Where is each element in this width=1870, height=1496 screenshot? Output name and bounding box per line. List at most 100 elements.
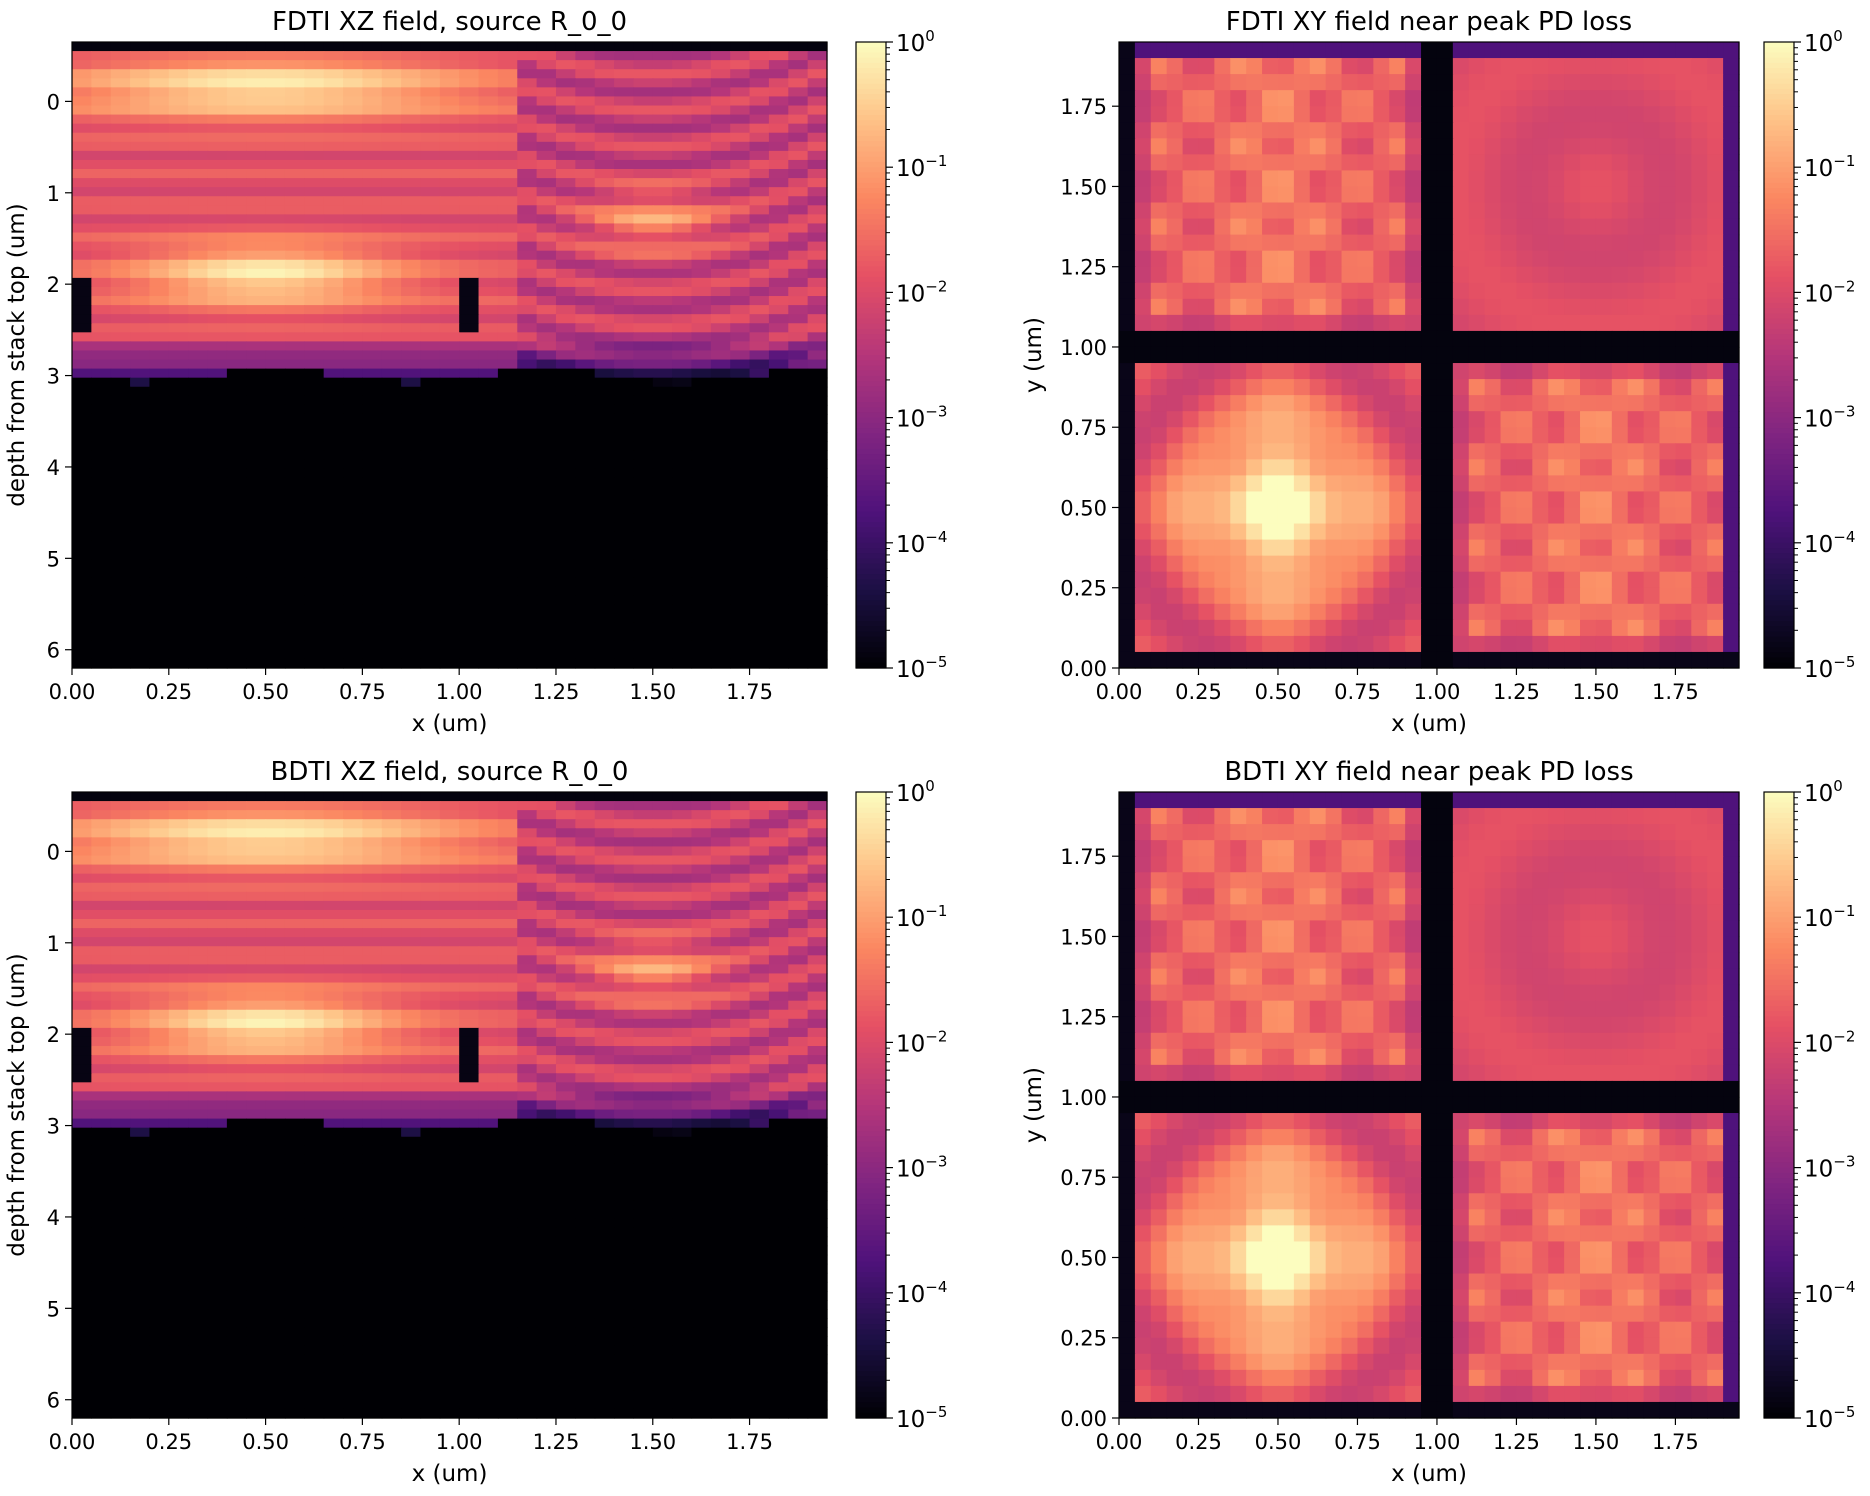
heatmap-cell <box>1421 282 1438 300</box>
heatmap-cell <box>1293 330 1311 348</box>
heatmap-cell <box>188 268 209 279</box>
heatmap-cell <box>478 78 499 88</box>
heatmap-cell <box>536 550 557 560</box>
heatmap-cell <box>691 323 712 333</box>
heatmap-cell <box>188 96 209 107</box>
heatmap-cell <box>1166 555 1184 573</box>
heatmap-cell <box>401 368 422 379</box>
heatmap-cell <box>517 568 538 578</box>
heatmap-cell <box>730 277 751 288</box>
heatmap-cell <box>672 513 693 524</box>
heatmap-cell <box>381 114 402 125</box>
heatmap-cell <box>594 205 615 215</box>
heatmap-cell <box>633 631 654 642</box>
heatmap-cell <box>1548 475 1565 493</box>
heatmap-cell <box>420 577 441 587</box>
heatmap-cell <box>478 649 499 660</box>
heatmap-cell <box>1500 58 1518 75</box>
colorbar-segment <box>856 245 886 252</box>
colorbar-segment <box>856 636 886 643</box>
heatmap-cell <box>188 141 209 152</box>
heatmap-cell <box>246 441 267 451</box>
panel-bdti_xz: 0.00 0.25 0.50 0.75 1.00 1.25 1.50 1.750123456B… <box>4 757 947 1487</box>
heatmap-cell <box>130 78 151 88</box>
heatmap-cell <box>1389 170 1406 188</box>
heatmap-cell <box>1246 74 1263 91</box>
heatmap-cell <box>1389 298 1406 316</box>
heatmap-cell <box>1119 635 1136 653</box>
colorbar-segment <box>856 386 886 393</box>
colorbar-segment <box>1764 235 1794 241</box>
heatmap-cell <box>439 368 460 379</box>
heatmap-cell <box>788 459 809 469</box>
heatmap-cell <box>1262 411 1279 428</box>
heatmap-cell <box>517 78 538 88</box>
heatmap-cell <box>788 286 809 297</box>
heatmap-cell <box>284 196 305 206</box>
heatmap-cell <box>788 810 809 820</box>
heatmap-cell <box>284 214 305 225</box>
heatmap-cell <box>1580 475 1597 493</box>
heatmap-cell <box>1707 138 1724 155</box>
heatmap-cell <box>1230 459 1247 476</box>
heatmap-cell <box>555 87 576 98</box>
heatmap-cell <box>207 277 228 288</box>
heatmap-cell <box>517 586 538 597</box>
heatmap-cell <box>1309 603 1327 621</box>
heatmap-cell <box>91 855 112 866</box>
heatmap-cell <box>168 214 189 225</box>
heatmap-cell <box>575 649 596 660</box>
heatmap-cell <box>1532 587 1549 605</box>
heatmap-cell <box>497 250 518 261</box>
heatmap-cell <box>788 855 809 866</box>
heatmap-cell <box>710 837 731 848</box>
heatmap-cell <box>284 223 305 234</box>
heatmap-cell <box>1595 539 1613 557</box>
heatmap-cell <box>1246 282 1263 300</box>
heatmap-cell <box>459 423 480 433</box>
heatmap-cell <box>1707 170 1724 188</box>
heatmap-cell <box>1262 122 1279 139</box>
heatmap-cell <box>1309 234 1327 252</box>
colorbar-segment <box>856 146 886 153</box>
heatmap-cell <box>1500 603 1518 621</box>
heatmap-cell <box>1532 42 1549 59</box>
heatmap-cell <box>1595 507 1613 525</box>
heatmap-cell <box>1119 491 1136 509</box>
heatmap-cell <box>691 150 712 161</box>
heatmap-cell <box>459 586 480 597</box>
heatmap-cell <box>226 150 247 161</box>
heatmap-cell <box>1707 507 1724 525</box>
heatmap-cell <box>439 341 460 352</box>
heatmap-cell <box>788 132 809 143</box>
heatmap-cell <box>749 577 770 587</box>
heatmap-cell <box>633 250 654 261</box>
heatmap-cell <box>381 819 402 829</box>
heatmap-cell <box>768 837 789 848</box>
heatmap-cell <box>207 658 228 669</box>
heatmap-cell <box>420 386 441 397</box>
heatmap-cell <box>710 78 731 88</box>
heatmap-cell <box>1341 491 1359 509</box>
heatmap-cell <box>633 432 654 442</box>
heatmap-cell <box>730 341 751 352</box>
heatmap-cell <box>72 504 92 515</box>
heatmap-cell <box>1452 346 1470 364</box>
heatmap-cell <box>188 323 209 333</box>
heatmap-cell <box>91 631 112 642</box>
heatmap-cell <box>1373 363 1390 380</box>
heatmap-cell <box>710 810 731 820</box>
heatmap-cell <box>72 132 92 143</box>
heatmap-cell <box>1500 154 1518 172</box>
heatmap-cell <box>497 568 518 578</box>
heatmap-cell <box>284 404 305 415</box>
heatmap-cell <box>1675 555 1692 573</box>
heatmap-cell <box>1357 234 1374 252</box>
heatmap-cell <box>343 123 363 134</box>
heatmap-cell <box>91 792 112 802</box>
heatmap-cell <box>149 873 170 884</box>
heatmap-cell <box>439 504 460 515</box>
heatmap-cell <box>1119 58 1136 75</box>
heatmap-cell <box>575 196 596 206</box>
heatmap-cell <box>1246 298 1263 316</box>
